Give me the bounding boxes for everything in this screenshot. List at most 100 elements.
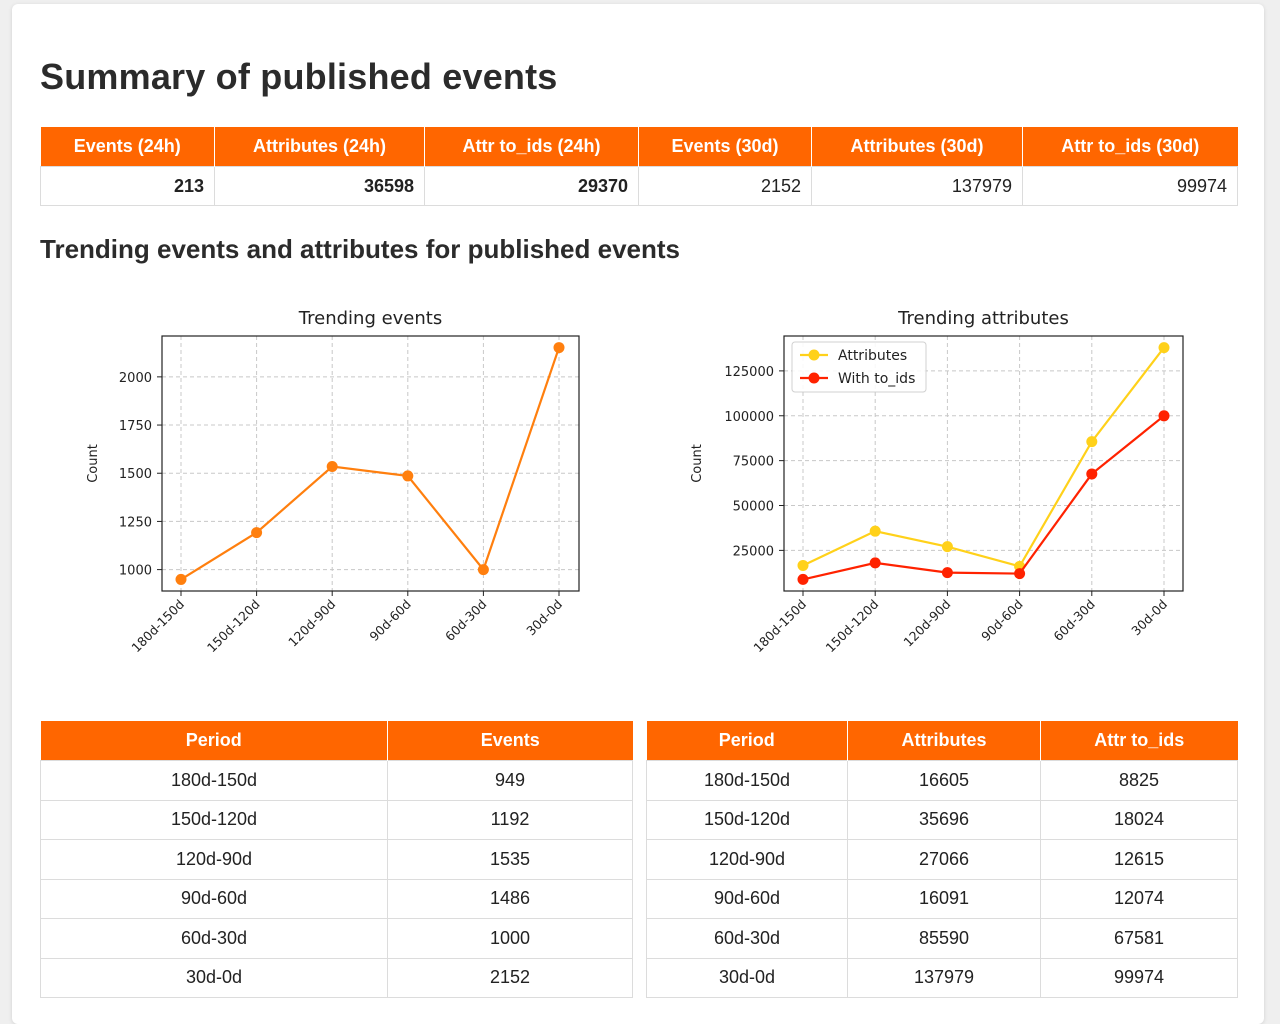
to-ids-cell: 67581 bbox=[1040, 918, 1238, 959]
table-row: 180d-150d 16605 8825 bbox=[646, 760, 1238, 801]
summary-value: 29370 bbox=[424, 166, 639, 206]
x-tick-label: 120d-90d bbox=[285, 597, 338, 650]
summary-header: Attributes (24h) bbox=[214, 127, 425, 167]
data-point bbox=[1086, 468, 1098, 480]
plot-frame bbox=[783, 335, 1184, 592]
page-title: Summary of published events bbox=[40, 56, 558, 97]
data-point bbox=[941, 567, 953, 579]
table-row: 150d-120d 1192 bbox=[40, 799, 633, 840]
table-row: 120d-90d 1535 bbox=[40, 839, 633, 880]
events-cell: 949 bbox=[387, 760, 633, 801]
attributes-chart: Trending attributes 25000 50000 75000 100000… bbox=[690, 308, 1184, 656]
attributes-cell: 27066 bbox=[847, 839, 1041, 880]
x-tick-label: 180d-150d bbox=[128, 597, 187, 656]
legend-marker bbox=[808, 349, 820, 361]
to-ids-cell: 12615 bbox=[1040, 839, 1238, 880]
events-header-row: Period Events bbox=[40, 721, 633, 761]
y-tick-label: 25000 bbox=[733, 544, 774, 559]
x-tick-label: 60d-30d bbox=[1050, 597, 1098, 645]
y-tick-label: 2000 bbox=[119, 371, 152, 386]
period-cell: 60d-30d bbox=[40, 918, 388, 959]
chart-title: Trending attributes bbox=[897, 308, 1069, 329]
period-cell: 180d-150d bbox=[646, 760, 848, 801]
series-line bbox=[180, 347, 561, 581]
table-row: 150d-120d 35696 18024 bbox=[646, 799, 1238, 840]
data-point bbox=[1158, 410, 1170, 422]
data-point bbox=[553, 342, 565, 354]
period-cell: 150d-120d bbox=[646, 799, 848, 840]
table-row: 90d-60d 16091 12074 bbox=[646, 878, 1238, 919]
x-tick-label: 180d-150d bbox=[750, 597, 809, 656]
data-point bbox=[941, 541, 953, 553]
data-point bbox=[1086, 436, 1098, 448]
chart-title: Trending events bbox=[298, 308, 442, 329]
period-cell: 90d-60d bbox=[40, 878, 388, 919]
y-tick-label: 1750 bbox=[119, 419, 152, 434]
y-tick-label: 125000 bbox=[724, 365, 774, 380]
x-tick-label: 30d-0d bbox=[523, 597, 565, 639]
to-ids-cell: 8825 bbox=[1040, 760, 1238, 801]
series-line bbox=[802, 346, 1165, 568]
x-tick-label: 150d-120d bbox=[823, 597, 882, 656]
table-row: 90d-60d 1486 bbox=[40, 878, 633, 919]
data-point bbox=[869, 525, 881, 537]
events-cell: 1000 bbox=[387, 918, 633, 959]
y-tick-label: 50000 bbox=[733, 500, 774, 515]
summary-header: Attr to_ids (30d) bbox=[1022, 127, 1238, 167]
table-row: 180d-150d 949 bbox=[40, 760, 633, 801]
x-tick-label: 90d-60d bbox=[366, 597, 414, 645]
summary-value: 2152 bbox=[638, 166, 812, 206]
data-point bbox=[1014, 568, 1026, 580]
events-cell: 1535 bbox=[387, 839, 633, 880]
period-cell: 60d-30d bbox=[646, 918, 848, 959]
period-cell: 120d-90d bbox=[40, 839, 388, 880]
data-point bbox=[1158, 342, 1170, 354]
events-cell: 1486 bbox=[387, 878, 633, 919]
y-tick-label: 1500 bbox=[119, 467, 152, 482]
period-cell: 30d-0d bbox=[40, 957, 388, 998]
summary-value: 99974 bbox=[1022, 166, 1238, 206]
x-tick-label: 30d-0d bbox=[1128, 597, 1170, 639]
section-title: Trending events and attributes for publi… bbox=[40, 234, 680, 264]
to-ids-cell: 18024 bbox=[1040, 799, 1238, 840]
table-row: 30d-0d 2152 bbox=[40, 957, 633, 998]
events-chart: Trending events 1000 1250 1500 1750 2000 180d-… bbox=[86, 308, 580, 656]
period-cell: 120d-90d bbox=[646, 839, 848, 880]
attributes-header: Period bbox=[646, 721, 848, 761]
events-header: Events bbox=[387, 721, 633, 761]
attributes-header-row: Period Attributes Attr to_ids bbox=[646, 721, 1238, 761]
summary-value: 36598 bbox=[214, 166, 425, 206]
data-point bbox=[326, 460, 338, 472]
period-cell: 180d-150d bbox=[40, 760, 388, 801]
legend-label: Attributes bbox=[838, 348, 907, 364]
attributes-cell: 137979 bbox=[847, 957, 1041, 998]
series-line bbox=[802, 414, 1165, 581]
attributes-cell: 35696 bbox=[847, 799, 1041, 840]
data-point bbox=[175, 573, 187, 585]
summary-header: Attr to_ids (24h) bbox=[424, 127, 639, 167]
y-tick-label: 1250 bbox=[119, 515, 152, 530]
events-cell: 2152 bbox=[387, 957, 633, 998]
period-cell: 150d-120d bbox=[40, 799, 388, 840]
events-header: Period bbox=[40, 721, 388, 761]
data-point bbox=[251, 527, 263, 539]
attributes-cell: 85590 bbox=[847, 918, 1041, 959]
x-tick-label: 150d-120d bbox=[204, 597, 263, 656]
summary-header: Events (24h) bbox=[40, 127, 215, 167]
y-tick-label: 100000 bbox=[724, 410, 774, 425]
y-axis-label: Count bbox=[86, 444, 101, 483]
attributes-cell: 16091 bbox=[847, 878, 1041, 919]
x-tick-label: 60d-30d bbox=[442, 597, 490, 645]
table-row: 120d-90d 27066 12615 bbox=[646, 839, 1238, 880]
summary-value-row: 213 36598 29370 2152 137979 99974 bbox=[40, 166, 1238, 206]
period-cell: 90d-60d bbox=[646, 878, 848, 919]
summary-table: Events (24h) Attributes (24h) Attr to_id… bbox=[40, 127, 1238, 206]
summary-value: 213 bbox=[40, 166, 215, 206]
attributes-table: Period Attributes Attr to_ids 180d-150d 1… bbox=[646, 721, 1238, 998]
attributes-cell: 16605 bbox=[847, 760, 1041, 801]
period-cell: 30d-0d bbox=[646, 957, 848, 998]
events-table: Period Events 180d-150d 949 150d-120d 1192… bbox=[40, 721, 633, 998]
legend-label: With to_ids bbox=[838, 371, 915, 387]
x-tick-label: 120d-90d bbox=[900, 597, 953, 650]
data-point bbox=[797, 573, 809, 585]
